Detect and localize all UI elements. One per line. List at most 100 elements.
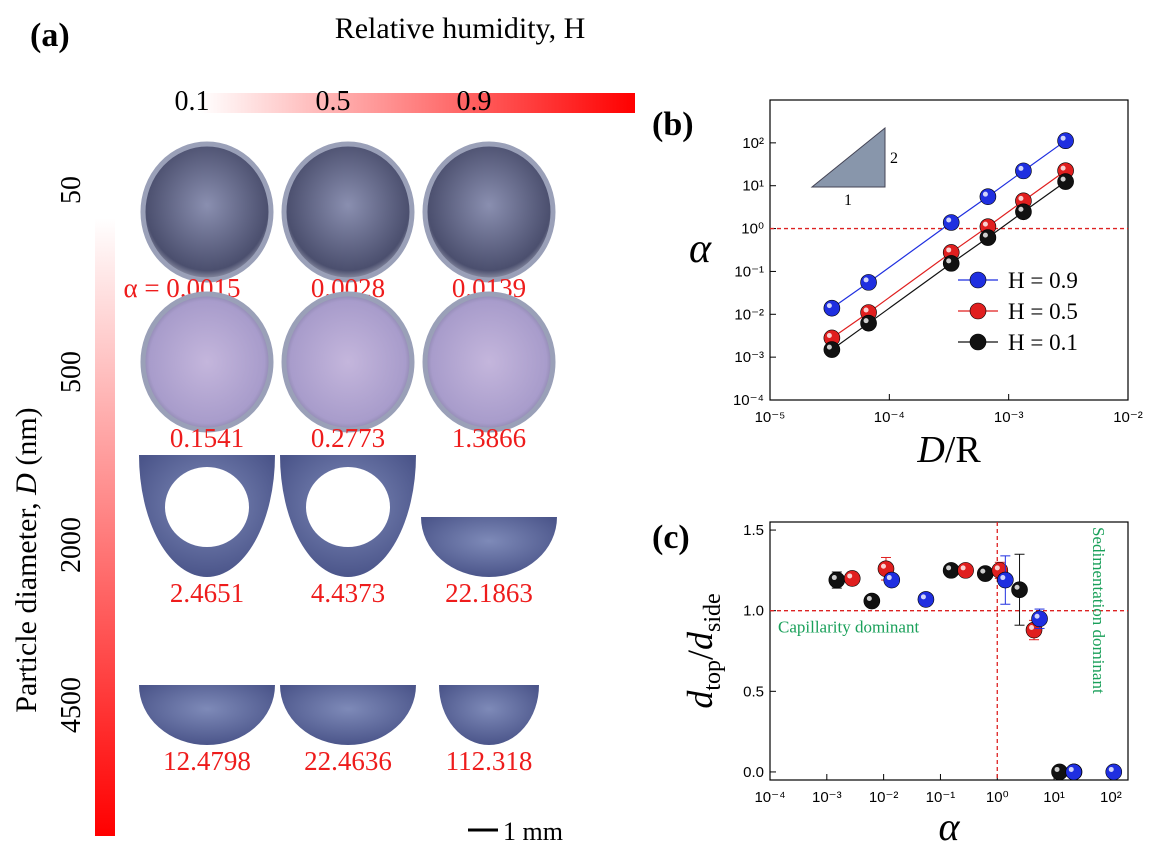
alpha-label: 22.1863 (445, 578, 533, 608)
alpha-label: 0.1541 (170, 423, 244, 453)
y-axis-label-part: top (700, 660, 726, 691)
marker-highlight (1061, 136, 1066, 141)
marker-highlight (887, 575, 892, 580)
marker (918, 591, 934, 607)
y-tick-label: 10⁻¹ (734, 263, 764, 280)
marker (943, 255, 959, 271)
y-tick-label: 1.0 (743, 603, 764, 620)
legend-marker (970, 334, 986, 350)
figure: (a) Relative humidity, H 1 mm Particle d… (0, 0, 1155, 849)
marker (958, 562, 974, 578)
droplet-image (421, 517, 557, 577)
marker-highlight (1061, 166, 1066, 171)
x-axis-label-part: /R (945, 429, 982, 471)
marker-highlight (946, 247, 951, 252)
marker (864, 593, 880, 609)
droplet-image (439, 685, 539, 745)
x-tick-label: 10⁻³ (994, 409, 1024, 426)
marker-highlight (980, 569, 985, 574)
marker-highlight (1018, 166, 1023, 171)
marker-highlight (832, 575, 837, 580)
panel-label: (b) (652, 106, 694, 143)
marker (1106, 764, 1122, 780)
marker-highlight (867, 596, 872, 601)
diameter-value: 50 (56, 176, 87, 204)
marker-highlight (1000, 575, 1005, 580)
legend-marker (970, 303, 986, 319)
x-axis-label: α (939, 804, 961, 849)
droplet-image (139, 685, 275, 745)
droplet-residue (165, 467, 249, 547)
scale-bar-label: 1 mm (503, 817, 563, 846)
marker (1015, 204, 1031, 220)
droplet-image (143, 144, 271, 280)
alpha-label: 112.318 (446, 746, 533, 776)
x-tick-label: 10⁻⁴ (874, 409, 905, 426)
x-tick-label: 10⁻³ (812, 789, 842, 806)
annotation: Capillarity dominant (778, 618, 919, 637)
marker (977, 566, 993, 582)
marker-highlight (1015, 585, 1020, 590)
humidity-gradient (200, 93, 635, 113)
legend-marker (970, 272, 986, 288)
legend-label: H = 0.9 (1008, 268, 1078, 293)
diameter-title: Particle diameter, D (nm) (10, 407, 43, 712)
marker-highlight (995, 565, 1000, 570)
marker-highlight (864, 318, 869, 323)
x-tick-label: 10⁻⁴ (754, 789, 785, 806)
marker-highlight (983, 222, 988, 227)
marker-highlight (983, 233, 988, 238)
humidity-value: 0.9 (457, 86, 492, 117)
x-axis-label: D/R (916, 429, 981, 471)
x-tick-label: 10⁻² (869, 789, 899, 806)
alpha-label: 0.2773 (311, 423, 385, 453)
y-tick-label: 10² (742, 135, 764, 152)
alpha-label: 2.4651 (170, 578, 244, 608)
x-axis-label-part: D (916, 429, 944, 471)
x-tick-label: 10¹ (1043, 789, 1065, 806)
y-tick-label: 1.5 (743, 522, 764, 539)
panel-label: (c) (652, 519, 690, 556)
droplet-image (425, 144, 553, 280)
marker-highlight (1109, 767, 1114, 772)
marker-highlight (961, 565, 966, 570)
slope-rise: 2 (890, 150, 898, 167)
alpha-label: 1.3866 (452, 423, 526, 453)
marker (824, 300, 840, 316)
marker (1058, 174, 1074, 190)
marker (943, 214, 959, 230)
alpha-label: 12.4798 (163, 746, 251, 776)
marker (1052, 764, 1068, 780)
humidity-value: 0.5 (316, 86, 351, 117)
marker (1058, 133, 1074, 149)
marker-highlight (946, 258, 951, 263)
marker (861, 315, 877, 331)
marker-highlight (921, 594, 926, 599)
alpha-label: 22.4636 (304, 746, 392, 776)
y-tick-label: 10⁻³ (734, 349, 764, 366)
marker-highlight (864, 277, 869, 282)
marker-highlight (1018, 207, 1023, 212)
x-tick-label: 10⁻⁵ (755, 409, 786, 426)
y-tick-label: 0.0 (743, 764, 764, 781)
marker-highlight (946, 565, 951, 570)
droplet-residue (306, 467, 390, 547)
marker-highlight (946, 217, 951, 222)
marker (829, 572, 845, 588)
marker-highlight (827, 303, 832, 308)
marker (980, 189, 996, 205)
x-tick-label: 10⁰ (986, 789, 1009, 806)
legend-label: H = 0.1 (1008, 330, 1078, 355)
marker (980, 230, 996, 246)
droplet-image (280, 685, 416, 745)
marker (844, 570, 860, 586)
diameter-gradient (95, 218, 115, 836)
marker-highlight (864, 308, 869, 313)
marker (1015, 163, 1031, 179)
y-tick-label: 10¹ (742, 178, 764, 195)
x-tick-label: 10⁻² (1113, 409, 1143, 426)
marker (861, 274, 877, 290)
legend-label: H = 0.5 (1008, 299, 1078, 324)
droplet-image (425, 294, 553, 430)
marker-highlight (847, 573, 852, 578)
